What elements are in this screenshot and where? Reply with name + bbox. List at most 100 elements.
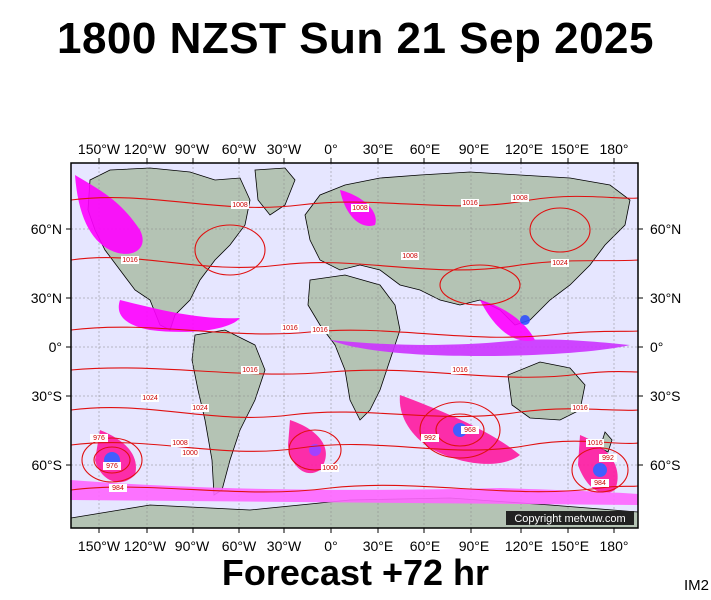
- lon-label: 150°E: [551, 141, 589, 157]
- isobar-label-bg: [421, 434, 439, 442]
- isobar-label: 1016: [587, 440, 603, 447]
- isobar-label-bg: [591, 479, 609, 487]
- isobar-label: 984: [594, 480, 606, 487]
- isobar-label-bg: [231, 201, 249, 209]
- lon-label: 60°W: [222, 141, 257, 157]
- lat-label: 60°S: [31, 457, 62, 473]
- isobar-label: 1016: [312, 327, 328, 334]
- lon-label: 150°W: [78, 141, 121, 157]
- lon-label: 120°E: [505, 141, 543, 157]
- forecast-label: Forecast +72 hr: [221, 552, 490, 593]
- lat-label: 30°N: [650, 290, 681, 306]
- isobar-label-bg: [109, 484, 127, 492]
- copyright-text: Copyright metvuw.com: [514, 513, 625, 525]
- rain-band: [70, 480, 638, 505]
- isobar-label-bg: [511, 194, 529, 202]
- isobar-label-bg: [281, 324, 299, 332]
- isobar-label: 1016: [572, 405, 588, 412]
- lon-label: 180°: [600, 538, 629, 554]
- isobar-label-bg: [599, 454, 617, 462]
- isobar-label-bg: [103, 462, 121, 470]
- rain-core: [520, 315, 530, 325]
- isobar-label-bg: [571, 404, 589, 412]
- image-code: IM2: [683, 577, 709, 594]
- lat-label: 60°N: [650, 221, 681, 237]
- isobar-label: 984: [112, 485, 124, 492]
- chart-title: 1800 NZST Sun 21 Sep 2025: [56, 14, 654, 63]
- lon-label: 30°W: [267, 141, 302, 157]
- isobar-label-bg: [121, 256, 139, 264]
- isobar-labels: 1016 1008 1016 1008 1016 1024 1016 1008 1016 1024…: [90, 194, 617, 492]
- lon-label: 120°W: [124, 141, 167, 157]
- rain-band: [118, 300, 240, 332]
- isobar-label: 992: [602, 455, 614, 462]
- isobar-label: 1008: [352, 205, 368, 212]
- lon-label: 60°W: [222, 538, 257, 554]
- lon-label: 150°E: [551, 538, 589, 554]
- lat-labels-left: 60°N 30°N 0° 30°S 60°S: [31, 221, 62, 473]
- isobar-label-bg: [321, 464, 339, 472]
- lon-label: 120°W: [124, 538, 167, 554]
- isobar-label: 1008: [172, 440, 188, 447]
- lon-label: 90°E: [459, 538, 490, 554]
- lat-label: 60°N: [31, 221, 62, 237]
- isobar-label: 1008: [512, 195, 528, 202]
- lon-labels-bottom: 150°W 120°W 90°W 60°W 30°W 0° 30°E 60°E …: [78, 538, 629, 554]
- axis-ticks: [66, 158, 643, 533]
- lat-label: 30°S: [650, 388, 681, 404]
- isobar-label-bg: [171, 439, 189, 447]
- isobar-label: 1008: [232, 202, 248, 209]
- isobar-label: 1024: [192, 405, 208, 412]
- lon-label: 30°W: [267, 538, 302, 554]
- isobar-label-bg: [90, 434, 108, 442]
- isobar-label: 1016: [122, 257, 138, 264]
- isobar-label: 1016: [452, 367, 468, 374]
- isobar-label: 1000: [322, 465, 338, 472]
- isobar-label-bg: [311, 326, 329, 334]
- lon-label: 180°: [600, 141, 629, 157]
- isobar-label-bg: [141, 394, 159, 402]
- lon-label: 120°E: [505, 538, 543, 554]
- lon-label: 150°W: [78, 538, 121, 554]
- lat-label: 0°: [49, 339, 62, 355]
- isobar-label-bg: [461, 426, 479, 434]
- isobar-label-bg: [551, 259, 569, 267]
- isobar-label-bg: [241, 366, 259, 374]
- isobar-label-bg: [181, 449, 199, 457]
- isobar-label: 976: [93, 435, 105, 442]
- isobar-label-bg: [451, 366, 469, 374]
- isobar-label: 1000: [182, 450, 198, 457]
- isobar-label: 1016: [282, 325, 298, 332]
- lon-label: 30°E: [363, 141, 394, 157]
- land-eurasia: [304, 171, 631, 326]
- lat-label: 30°N: [31, 290, 62, 306]
- copyright-box: [506, 511, 634, 525]
- rain-band: [480, 300, 535, 341]
- land-north-america: [87, 167, 251, 331]
- lon-label: 30°E: [363, 538, 394, 554]
- isobar-label: 968: [464, 427, 476, 434]
- lon-label: 0°: [324, 538, 337, 554]
- lon-label: 90°W: [175, 538, 210, 554]
- isobar-label-bg: [191, 404, 209, 412]
- isobar-label-bg: [401, 252, 419, 260]
- rain-band: [75, 175, 143, 254]
- lon-label: 60°E: [410, 538, 441, 554]
- isobar-label-bg: [351, 204, 369, 212]
- lon-label: 60°E: [410, 141, 441, 157]
- isobar-label-bg: [461, 199, 479, 207]
- isobar-label: 992: [424, 435, 436, 442]
- isobar-label: 1024: [552, 260, 568, 267]
- lon-label: 90°W: [175, 141, 210, 157]
- lon-label: 90°E: [459, 141, 490, 157]
- lat-label: 0°: [650, 339, 663, 355]
- isobar-label: 1016: [462, 200, 478, 207]
- lon-label: 0°: [324, 141, 337, 157]
- lat-label: 60°S: [650, 457, 681, 473]
- isobar-label: 1024: [142, 395, 158, 402]
- lon-labels-top: 150°W 120°W 90°W 60°W 30°W 0° 30°E 60°E …: [78, 141, 629, 157]
- map-frame: [70, 162, 639, 529]
- land-greenland: [254, 167, 296, 216]
- lat-label: 30°S: [31, 388, 62, 404]
